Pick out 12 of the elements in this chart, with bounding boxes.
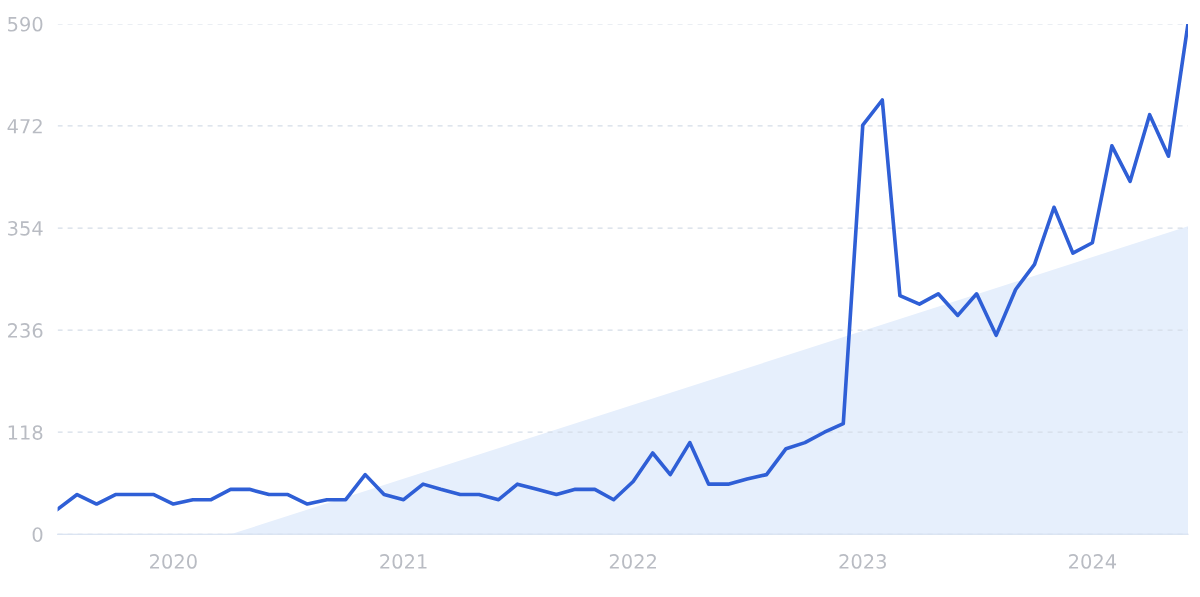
y-tick-label: 472 (7, 118, 42, 134)
y-tick-label: 118 (8, 425, 43, 440)
y-tick-label: 590 (8, 16, 43, 32)
x-tick-label: 2023 (839, 554, 886, 569)
y-tick-label: 354 (8, 221, 43, 236)
x-tick-label: 2021 (380, 554, 427, 569)
x-tick-label: 2020 (150, 554, 197, 569)
line-series (57, 23, 1188, 512)
y-tick-label: 0 (32, 527, 43, 542)
x-tick-label: 2022 (609, 554, 656, 569)
x-tick-label: 2024 (1069, 554, 1117, 569)
y-tick-label: 236 (8, 323, 43, 338)
